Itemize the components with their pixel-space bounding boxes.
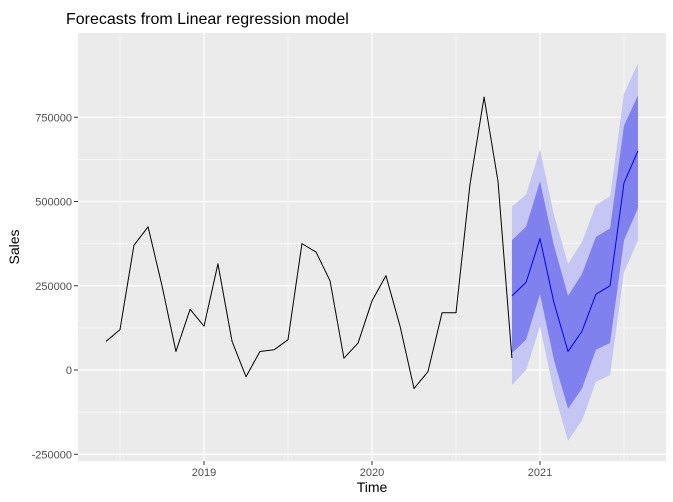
x-axis-title: Time [357, 479, 388, 495]
series-lines [105, 96, 639, 390]
y-tick-label: -250000 [32, 449, 72, 461]
x-tick-label: 2020 [360, 467, 384, 479]
y-axis: -250000 0 250000 500000 750000 [32, 112, 78, 461]
prediction-intervals [511, 63, 638, 441]
x-tick-label: 2019 [192, 467, 216, 479]
band-80 [511, 95, 638, 409]
x-tick-label: 2021 [528, 467, 552, 479]
chart-title: Forecasts from Linear regression model [66, 11, 349, 28]
y-tick-label: 750000 [35, 112, 72, 124]
y-tick-label: 500000 [35, 197, 72, 209]
y-axis-title: Sales [6, 229, 22, 264]
band-95 [511, 63, 638, 441]
y-tick-label: 250000 [35, 281, 72, 293]
x-axis: 2019 2020 2021 [192, 461, 552, 479]
y-tick-label: 0 [66, 365, 72, 377]
history-line [105, 96, 513, 390]
forecast-mean-line [511, 150, 639, 352]
